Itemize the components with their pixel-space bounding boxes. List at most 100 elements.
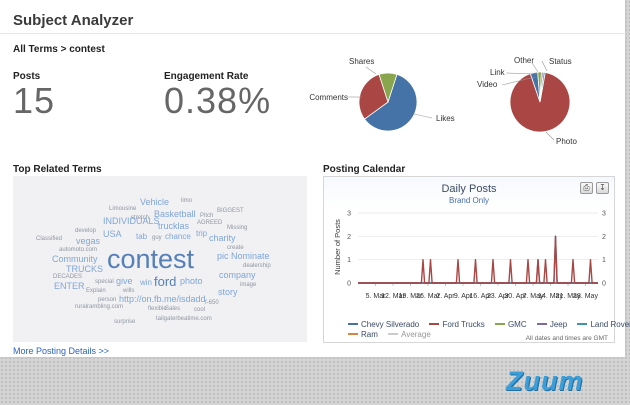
breadcrumb-all-terms[interactable]: All Terms xyxy=(13,44,58,55)
y-tick-label-left: 3 xyxy=(347,211,351,218)
term-guy[interactable]: guy xyxy=(152,235,162,241)
term-biggest[interactable]: BIGGEST xyxy=(217,208,244,214)
term-ruralrambling[interactable]: ruralrambling.com xyxy=(75,304,124,310)
term-tailgater[interactable]: tailgaterbeatime.com xyxy=(156,316,212,322)
legend-ram[interactable]: Ram xyxy=(348,330,378,339)
pie-label-likes: Likes xyxy=(436,114,455,123)
term-short-url[interactable]: http://on.fb.me/isdadd xyxy=(119,294,206,304)
legend-gmc[interactable]: GMC xyxy=(494,320,527,329)
legend-land-rover[interactable]: Land Rover xyxy=(577,320,630,329)
engagement-pie-chart[interactable]: Shares Comments Likes xyxy=(308,50,458,140)
term-company[interactable]: company xyxy=(219,270,256,280)
term-usa[interactable]: USA xyxy=(103,229,122,239)
term-limousine[interactable]: Limousine xyxy=(109,206,137,212)
engagement-rate-value: 0.38% xyxy=(164,80,272,121)
term-pitch[interactable]: Pitch xyxy=(200,213,214,219)
x-tick-label: 7. May xyxy=(522,293,544,300)
export-icon[interactable]: ↧ xyxy=(596,182,609,194)
term-trucklas[interactable]: trucklas xyxy=(158,221,190,231)
legend-swatch xyxy=(536,322,547,325)
engagement-rate-label: Engagement Rate xyxy=(164,71,249,82)
term-image[interactable]: image xyxy=(240,282,257,288)
term-f650[interactable]: f-650 xyxy=(205,300,219,306)
term-pic[interactable]: pic xyxy=(217,251,229,261)
term-person[interactable]: person xyxy=(98,297,117,303)
term-trucks[interactable]: TRUCKS xyxy=(66,264,104,274)
media-slice-status[interactable] xyxy=(539,71,546,103)
term-create[interactable]: create xyxy=(227,245,244,251)
term-nominate[interactable]: Nominate xyxy=(231,251,270,261)
pie-label-shares: Shares xyxy=(349,57,374,66)
term-surprise[interactable]: surprise xyxy=(114,319,136,325)
breadcrumb-separator: > xyxy=(60,44,67,55)
term-wills[interactable]: wills xyxy=(123,288,135,294)
timezone-note: All dates and times are GMT xyxy=(525,335,608,342)
pie-label-photo: Photo xyxy=(556,137,577,146)
term-chance[interactable]: chance xyxy=(165,232,191,241)
term-give[interactable]: give xyxy=(116,276,133,286)
more-posting-details-link[interactable]: More Posting Details >> xyxy=(13,346,110,356)
zuum-logo: Zuum xyxy=(506,366,584,396)
term-automoto[interactable]: automoto.com xyxy=(59,247,98,253)
x-tick-label: 30. Apr xyxy=(504,293,527,300)
posts-label: Posts xyxy=(13,71,41,82)
term-classified[interactable]: Classified xyxy=(36,236,63,242)
print-icon[interactable]: ⎙ xyxy=(580,182,593,194)
term-trip[interactable]: trip xyxy=(196,229,208,238)
term-cool[interactable]: cool xyxy=(194,307,206,313)
term-vehicle[interactable]: Vehicle xyxy=(140,197,170,207)
term-stretch[interactable]: stretch xyxy=(131,215,150,221)
engagement-slice-likes[interactable] xyxy=(363,73,418,132)
term-agreed[interactable]: AGREED xyxy=(197,220,223,226)
posting-calendar-chart: Daily Posts Brand Only ⎙ ↧ Number of Pos… xyxy=(323,176,630,344)
legend-swatch xyxy=(348,322,358,325)
term-ford[interactable]: ford xyxy=(154,274,177,289)
term-enter[interactable]: ENTER xyxy=(54,281,85,291)
y-tick-label-right: 3 xyxy=(602,211,606,218)
legend-swatch xyxy=(348,332,358,335)
term-missing[interactable]: Missing xyxy=(227,225,248,231)
page-title: Subject Analyzer xyxy=(13,12,134,29)
y-tick-label-right: 1 xyxy=(602,257,606,264)
term-develop[interactable]: develop xyxy=(75,228,97,234)
posts-value: 15 xyxy=(13,80,56,121)
term-dealership[interactable]: dealership xyxy=(243,263,271,269)
series-ford-trucks[interactable] xyxy=(358,235,598,284)
term-special[interactable]: special xyxy=(95,279,114,285)
y-axis-label: Number of Posts xyxy=(333,219,342,275)
term-photo[interactable]: photo xyxy=(180,276,203,286)
term-vegas[interactable]: vegas xyxy=(76,236,101,246)
term-individuals[interactable]: INDIVIDUALS xyxy=(103,216,160,226)
media-type-pie-chart[interactable]: Other Status Link Video Photo xyxy=(470,50,620,148)
x-tick-label: 5. Mar xyxy=(366,293,387,300)
top-related-terms-heading: Top Related Terms xyxy=(13,164,102,175)
legend-jeep[interactable]: Jeep xyxy=(536,320,567,329)
legend-chevy-silverado[interactable]: Chevy Silverado xyxy=(348,320,419,329)
pie-label-status: Status xyxy=(549,57,572,66)
x-tick-label: 12. Mar xyxy=(381,293,405,300)
media-slice-photo[interactable] xyxy=(509,71,571,133)
legend-ford-trucks[interactable]: Ford Trucks xyxy=(429,320,485,329)
term-decades[interactable]: DECADES xyxy=(53,274,83,280)
term-limo[interactable]: limo xyxy=(181,198,193,204)
term-contest[interactable]: contest xyxy=(107,244,195,274)
term-sales[interactable]: Sales xyxy=(165,306,181,312)
engagement-slice-shares[interactable] xyxy=(378,72,398,104)
term-basketball[interactable]: Basketball xyxy=(154,209,196,219)
legend-average[interactable]: Average xyxy=(388,330,431,339)
term-flexible[interactable]: flexible xyxy=(148,306,167,312)
engagement-slice-comments[interactable] xyxy=(358,73,389,120)
term-community[interactable]: Community xyxy=(52,254,98,264)
term-explain[interactable]: Explain xyxy=(86,288,106,294)
legend-swatch xyxy=(429,322,440,325)
term-tab[interactable]: tab xyxy=(136,232,148,241)
pie-label-other: Other xyxy=(514,56,534,65)
x-tick-label: 26. Mar xyxy=(416,293,440,300)
term-story[interactable]: story xyxy=(218,287,238,297)
term-win[interactable]: win xyxy=(140,278,153,287)
y-tick-label-left: 0 xyxy=(347,281,351,288)
x-tick-label: 19. Mar xyxy=(399,293,423,300)
x-tick-label: 2. Apr xyxy=(436,293,455,300)
term-charity[interactable]: charity xyxy=(209,233,236,243)
